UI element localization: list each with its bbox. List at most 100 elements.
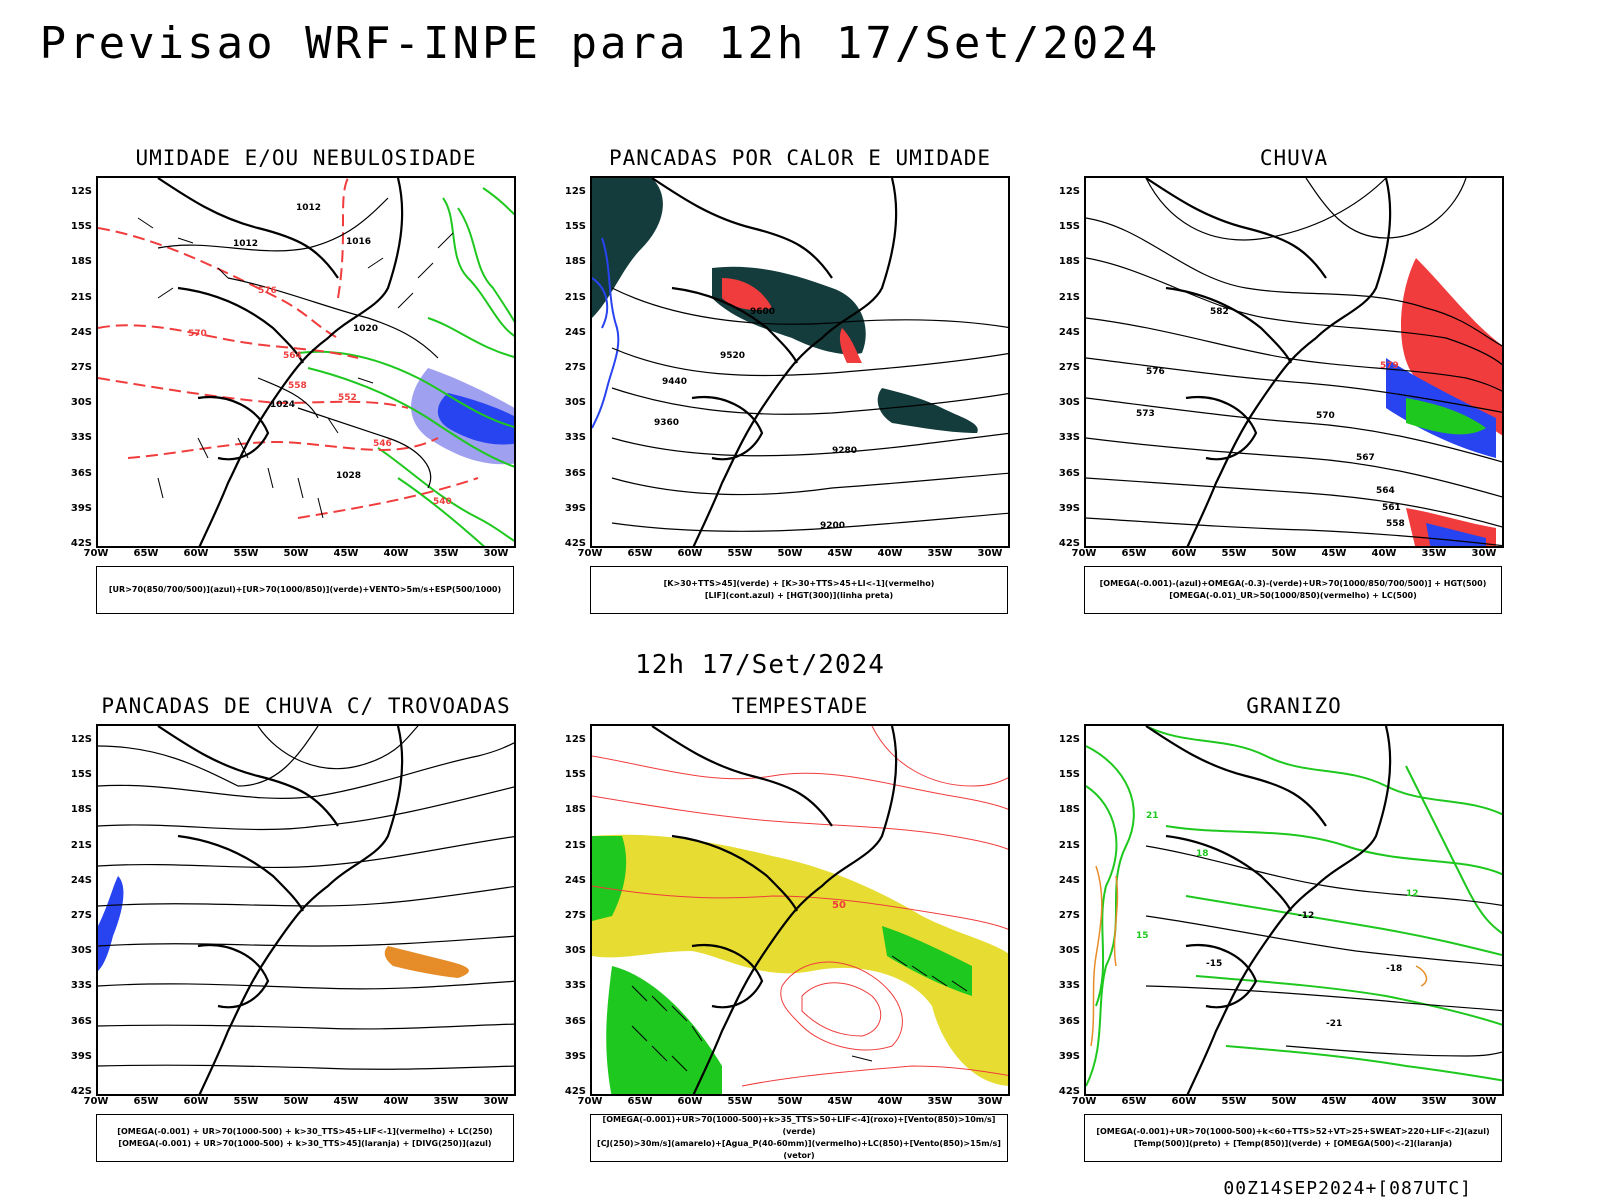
label-15: 15 <box>1136 931 1149 941</box>
lon-label: 60W <box>183 1096 209 1107</box>
lon-label: 50W <box>1271 1096 1297 1107</box>
map-hail: -12 -15 -18 -21 12 15 18 21 <box>1084 724 1504 1096</box>
lat-label: 39S <box>1058 502 1080 514</box>
lat-label: 12S <box>1058 186 1080 197</box>
lat-label: 36S <box>564 467 586 479</box>
lon-label: 40W <box>383 548 409 559</box>
lat-label: 12S <box>70 734 92 745</box>
legend-humidity: [UR>70(850/700/500)](azul)+[UR>70(1000/8… <box>96 566 514 614</box>
lon-label: 45W <box>1321 548 1347 559</box>
map-rain-canvas: 582 579 576 573 570 567 564 561 558 <box>1086 178 1502 546</box>
label-50: 50 <box>832 900 846 911</box>
lat-label: 42S <box>70 538 92 549</box>
label-558: 558 <box>288 381 307 391</box>
lat-label: 24S <box>70 874 92 886</box>
lat-label: 21S <box>1058 839 1080 851</box>
lat-label: 18S <box>1058 804 1080 816</box>
lat-label: 39S <box>70 502 92 514</box>
lon-label: 70W <box>577 548 603 559</box>
panel-title-rain: CHUVA <box>1259 146 1329 170</box>
lon-label: 65W <box>133 1096 159 1107</box>
lat-label: 27S <box>70 910 92 921</box>
lat-label: 30S <box>1058 397 1080 409</box>
label-579: 579 <box>1380 361 1399 371</box>
label-neg12: -12 <box>1298 911 1314 921</box>
label-1020: 1020 <box>353 324 378 334</box>
main-title: Previsao WRF-INPE para 12h 17/Set/2024 <box>39 18 1161 69</box>
map-heat-showers-canvas: 9600 9520 9440 9360 9280 9200 <box>592 178 1008 546</box>
legend-rain: [OMEGA(-0.001)-(azul)+OMEGA(-0.3)-(verde… <box>1084 566 1502 614</box>
lat-label: 42S <box>564 538 586 549</box>
lon-label: 55W <box>727 548 753 559</box>
lat-label: 12S <box>564 186 586 197</box>
lon-label: 50W <box>777 548 803 559</box>
lon-label: 55W <box>233 548 259 559</box>
lon-label: 35W <box>433 548 459 559</box>
lat-label: 30S <box>70 945 92 957</box>
label-540: 540 <box>433 497 452 507</box>
lat-label: 12S <box>70 186 92 197</box>
lon-label: 60W <box>677 548 703 559</box>
label-570: 570 <box>188 329 207 339</box>
lon-label: 45W <box>333 548 359 559</box>
lon-label: 70W <box>83 548 109 559</box>
lat-label: 24S <box>1058 326 1080 338</box>
lat-label: 15S <box>564 221 586 233</box>
lon-label: 65W <box>1121 548 1147 559</box>
lat-label: 24S <box>564 326 586 338</box>
lon-label: 30W <box>977 548 1003 559</box>
lat-label: 36S <box>70 1015 92 1027</box>
label-564: 564 <box>283 351 302 361</box>
lon-label: 50W <box>283 1096 309 1107</box>
lat-label: 33S <box>70 980 92 992</box>
label-552: 552 <box>338 393 357 403</box>
lon-label: 35W <box>927 1096 953 1107</box>
lat-label: 24S <box>1058 874 1080 886</box>
lat-label: 21S <box>564 291 586 303</box>
lat-label: 42S <box>70 1086 92 1097</box>
lat-label: 27S <box>1058 362 1080 373</box>
label-9280: 9280 <box>832 446 857 456</box>
label-1012: 1012 <box>296 203 321 213</box>
lon-label: 60W <box>1171 548 1197 559</box>
panel-title-heat-showers: PANCADAS POR CALOR E UMIDADE <box>608 146 991 170</box>
lon-label: 35W <box>433 1096 459 1107</box>
panel-title-storm: TEMPESTADE <box>731 694 869 718</box>
label-neg15: -15 <box>1206 959 1222 969</box>
lon-label: 55W <box>1221 1096 1247 1107</box>
lon-label: 60W <box>1171 1096 1197 1107</box>
lat-label: 15S <box>1058 221 1080 233</box>
label-9200: 9200 <box>820 521 845 531</box>
lat-label: 42S <box>564 1086 586 1097</box>
lon-label: 40W <box>877 548 903 559</box>
label-546: 546 <box>373 439 392 449</box>
lat-label: 15S <box>70 221 92 233</box>
lat-label: 36S <box>1058 467 1080 479</box>
map-humidity: 1012 1012 1016 1020 1024 1028 576 570 56… <box>96 176 516 548</box>
label-576: 576 <box>258 286 277 296</box>
lat-label: 30S <box>564 397 586 409</box>
lon-label: 35W <box>1421 1096 1447 1107</box>
lon-label: 40W <box>1371 1096 1397 1107</box>
lon-label: 35W <box>927 548 953 559</box>
lon-label: 40W <box>383 1096 409 1107</box>
lon-label: 30W <box>483 1096 509 1107</box>
lat-label: 18S <box>564 256 586 268</box>
lat-label: 24S <box>564 874 586 886</box>
lon-label: 50W <box>283 548 309 559</box>
map-thunderstorms-canvas <box>98 726 514 1094</box>
map-humidity-canvas: 1012 1012 1016 1020 1024 1028 576 570 56… <box>98 178 514 546</box>
map-storm-canvas: 50 <box>592 726 1008 1094</box>
label-9360: 9360 <box>654 418 679 428</box>
lat-label: 27S <box>1058 910 1080 921</box>
lon-label: 65W <box>133 548 159 559</box>
lon-label: 30W <box>977 1096 1003 1107</box>
map-hail-canvas: -12 -15 -18 -21 12 15 18 21 <box>1086 726 1502 1094</box>
lon-label: 70W <box>83 1096 109 1107</box>
lat-label: 39S <box>564 502 586 514</box>
lat-label: 21S <box>564 839 586 851</box>
lon-label: 65W <box>627 1096 653 1107</box>
legend-hail: [OMEGA(-0.001)+UR>70(1000-500)+k<60+TTS>… <box>1084 1114 1502 1162</box>
lat-label: 18S <box>70 256 92 268</box>
lat-label: 30S <box>1058 945 1080 957</box>
